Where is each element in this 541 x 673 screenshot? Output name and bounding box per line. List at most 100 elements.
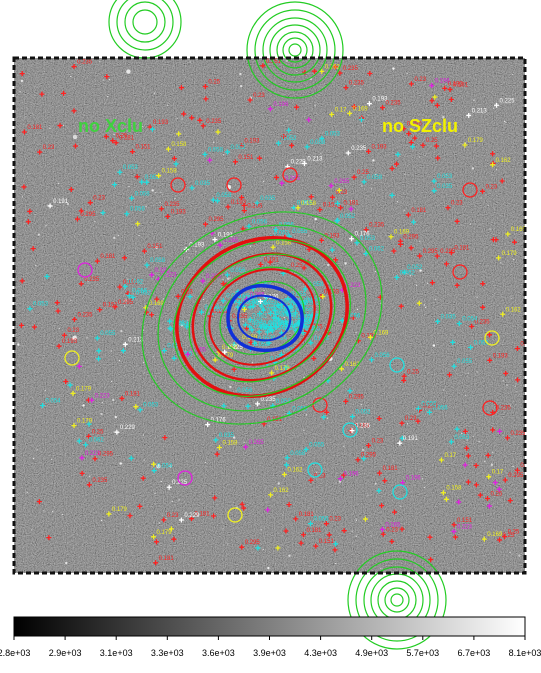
- star: [513, 259, 515, 261]
- galaxy-marker: [361, 179, 367, 185]
- redshift-label: 0.056: [214, 307, 230, 313]
- star: [472, 435, 474, 437]
- redshift-label: 0.058: [135, 191, 151, 197]
- star: [176, 117, 178, 120]
- redshift-label: 0.25: [92, 429, 104, 435]
- galaxy-marker: [397, 440, 403, 446]
- star: [158, 522, 160, 524]
- star: [120, 329, 123, 333]
- redshift-label: 0.062: [265, 304, 281, 310]
- galaxy-marker: [212, 495, 218, 501]
- redshift-label: 0.151: [135, 145, 151, 151]
- redshift-label: 0.213: [307, 156, 323, 162]
- galaxy-marker: [156, 173, 162, 179]
- redshift-label: 0.235: [77, 312, 93, 318]
- redshift-label: 0.158: [171, 142, 187, 148]
- star: [361, 448, 365, 452]
- star: [223, 154, 225, 156]
- redshift-label: 0.181: [454, 246, 470, 252]
- star: [229, 385, 232, 389]
- galaxy-marker: [86, 421, 92, 427]
- marker-circle: [170, 177, 186, 193]
- image-frame: [12, 56, 527, 575]
- galaxy-marker: [431, 178, 437, 184]
- redshift-label: 0.179: [77, 419, 93, 425]
- galaxy-marker: [347, 110, 353, 116]
- redshift-label: 0.25: [426, 138, 438, 144]
- galaxy-marker: [205, 422, 211, 428]
- galaxy-marker: [135, 221, 141, 227]
- star: [114, 415, 117, 419]
- galaxy-marker: [447, 86, 453, 92]
- redshift-label: 0.295: [508, 473, 524, 479]
- redshift-label: 0.162: [496, 158, 512, 164]
- star: [108, 78, 111, 81]
- galaxy-marker: [187, 294, 193, 300]
- galaxy-marker: [377, 470, 383, 476]
- star: [32, 457, 35, 460]
- colorbar-tick-label: 3.9e+03: [253, 648, 286, 658]
- star: [303, 429, 305, 431]
- star: [113, 236, 116, 240]
- galaxy-marker: [367, 334, 373, 340]
- galaxy-marker: [255, 545, 261, 551]
- galaxy-marker: [212, 237, 218, 243]
- galaxy-marker: [434, 253, 440, 259]
- galaxy-marker: [435, 155, 441, 161]
- galaxy-markers: 0.2950.1510.230.250.2350.1930.1930.1810.…: [18, 59, 525, 566]
- redshift-label: 0.052: [230, 145, 246, 151]
- galaxy-marker: [308, 194, 314, 200]
- galaxy-marker: [279, 180, 285, 186]
- galaxy-marker: [275, 140, 281, 146]
- star: [320, 152, 322, 155]
- galaxy-marker: [348, 206, 354, 212]
- redshift-label: 0.053: [274, 231, 290, 237]
- galaxy-marker: [468, 344, 474, 350]
- star: [423, 304, 426, 306]
- redshift-label: 0.052: [407, 265, 423, 271]
- galaxy-marker: [110, 138, 116, 144]
- galaxy-marker: [254, 200, 260, 206]
- redshift-label: 0.056: [230, 268, 246, 274]
- star: [500, 262, 502, 264]
- galaxy-marker: [382, 478, 388, 484]
- marker-circle: [342, 422, 358, 438]
- galaxy-marker: [443, 496, 449, 502]
- star: [100, 412, 103, 416]
- galaxy-marker: [100, 210, 106, 216]
- galaxy-marker: [207, 157, 213, 163]
- galaxy-marker: [215, 129, 221, 135]
- redshift-label: 0.055: [309, 442, 325, 448]
- redshift-label: 0.056: [421, 402, 437, 408]
- marker-circle: [226, 177, 242, 193]
- galaxy-marker: [215, 198, 221, 204]
- star: [391, 108, 394, 110]
- galaxy-marker: [285, 296, 291, 302]
- galaxy-marker: [221, 403, 227, 409]
- galaxy-marker: [56, 343, 62, 349]
- galaxy-marker: [451, 363, 457, 369]
- galaxy-marker: [349, 236, 355, 242]
- galaxy-marker: [345, 150, 351, 156]
- star: [232, 436, 236, 439]
- galaxy-marker: [466, 112, 472, 118]
- galaxy-marker: [178, 517, 184, 523]
- galaxy-marker: [267, 310, 273, 316]
- redshift-label: 0.169: [487, 532, 503, 538]
- galaxy-marker: [278, 330, 284, 336]
- galaxy-marker: [71, 64, 77, 70]
- redshift-label: 0.055: [457, 359, 473, 365]
- redshift-label: 0.035: [441, 314, 457, 320]
- galaxy-marker: [514, 346, 520, 352]
- redshift-label: 0.054: [255, 300, 271, 306]
- redshift-label: 0.053: [258, 336, 274, 342]
- redshift-label: 0.196: [155, 268, 171, 274]
- galaxy-marker: [306, 117, 312, 123]
- galaxy-marker: [151, 534, 157, 540]
- redshift-label: 0.056: [299, 326, 315, 332]
- star: [260, 529, 262, 531]
- galaxy-marker: [411, 219, 417, 225]
- redshift-label: 0.213: [128, 337, 144, 343]
- galaxy-marker: [286, 127, 292, 133]
- redshift-label: 0.058: [310, 140, 326, 146]
